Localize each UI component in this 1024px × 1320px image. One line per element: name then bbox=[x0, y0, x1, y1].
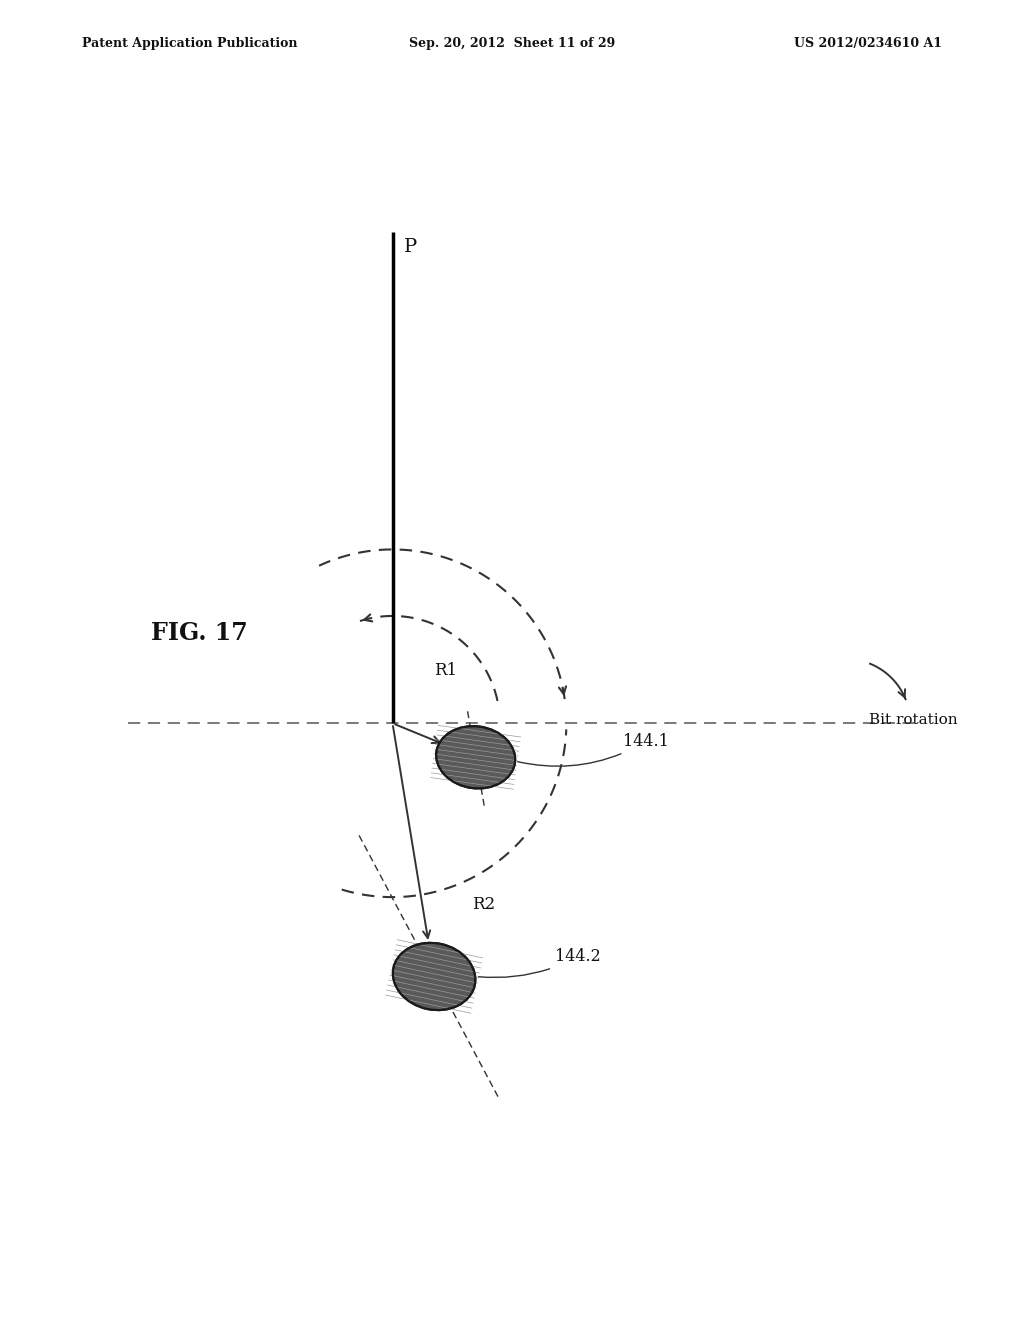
Ellipse shape bbox=[436, 726, 515, 788]
Text: Sep. 20, 2012  Sheet 11 of 29: Sep. 20, 2012 Sheet 11 of 29 bbox=[409, 37, 615, 50]
Text: Bit rotation: Bit rotation bbox=[868, 713, 957, 726]
Ellipse shape bbox=[393, 942, 475, 1010]
Text: FIG. 17: FIG. 17 bbox=[151, 620, 248, 644]
Text: US 2012/0234610 A1: US 2012/0234610 A1 bbox=[794, 37, 942, 50]
Text: 144.1: 144.1 bbox=[518, 733, 669, 766]
Text: 144.2: 144.2 bbox=[478, 948, 601, 978]
Text: P: P bbox=[403, 238, 417, 256]
Text: R2: R2 bbox=[472, 896, 495, 913]
Text: Patent Application Publication: Patent Application Publication bbox=[82, 37, 297, 50]
Text: R1: R1 bbox=[434, 661, 458, 678]
